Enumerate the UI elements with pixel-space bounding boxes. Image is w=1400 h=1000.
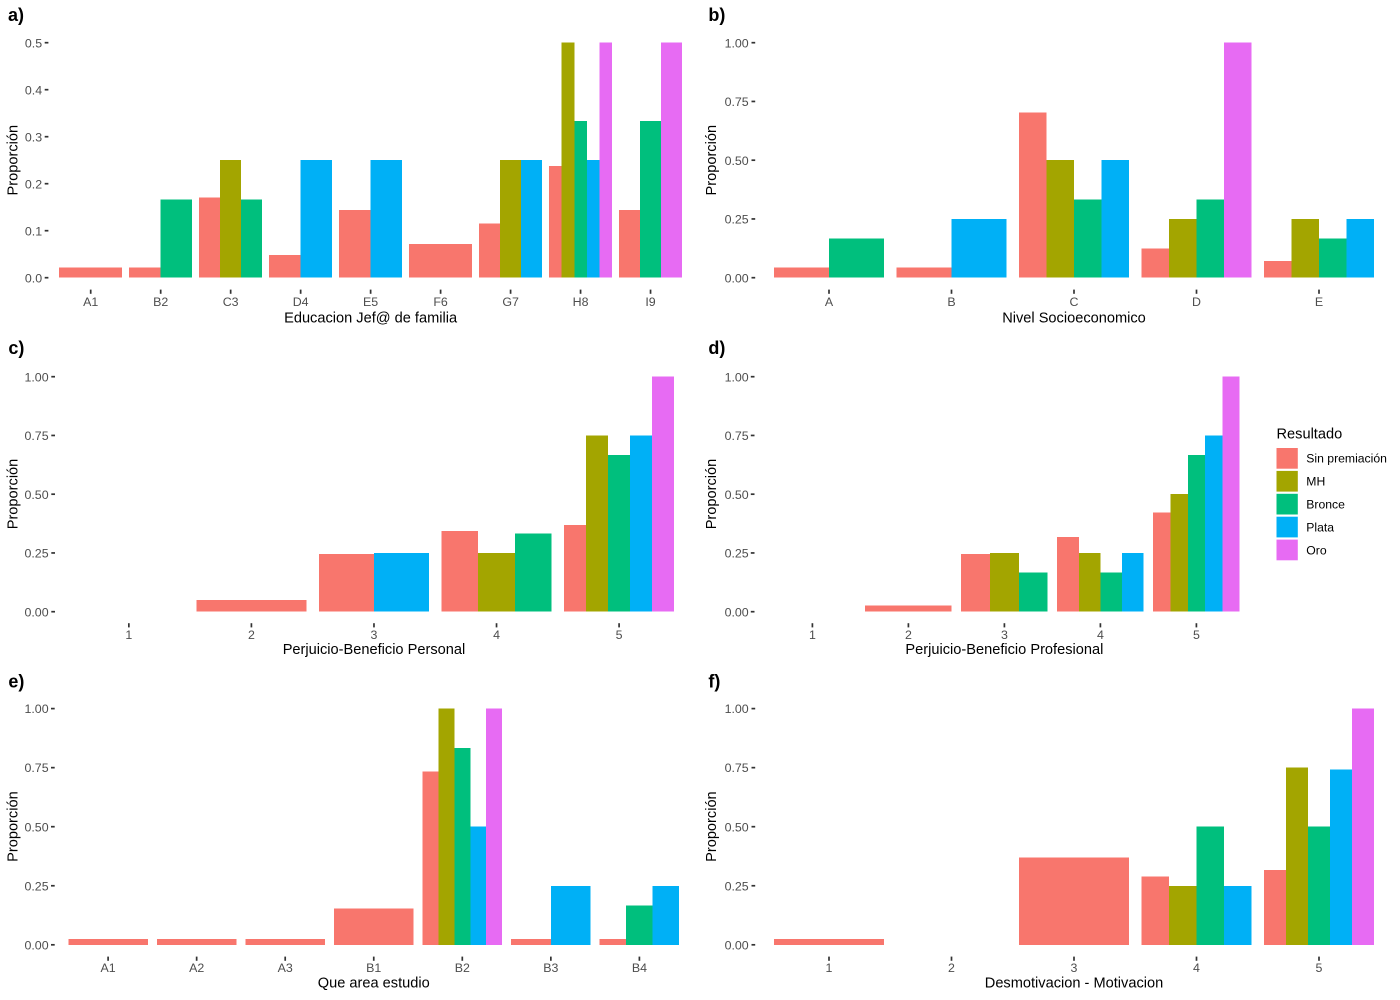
svg-text:Educacion Jef@ de familia: Educacion Jef@ de familia <box>284 310 458 326</box>
svg-text:E: E <box>1315 295 1323 309</box>
svg-text:0.50: 0.50 <box>24 488 48 502</box>
svg-text:B4: B4 <box>632 961 647 975</box>
svg-text:Proporción: Proporción <box>704 459 720 530</box>
svg-text:2: 2 <box>905 628 912 642</box>
svg-text:1: 1 <box>809 628 816 642</box>
svg-text:Proporción: Proporción <box>6 459 22 530</box>
svg-text:a): a) <box>8 5 24 25</box>
svg-text:Proporción: Proporción <box>704 791 720 862</box>
svg-text:A1: A1 <box>101 961 116 975</box>
svg-text:0.75: 0.75 <box>725 761 749 775</box>
svg-text:0.75: 0.75 <box>725 95 749 109</box>
svg-text:0.3: 0.3 <box>25 130 42 144</box>
svg-text:0.50: 0.50 <box>725 154 749 168</box>
svg-text:0.75: 0.75 <box>24 761 48 775</box>
svg-text:0.00: 0.00 <box>24 938 48 952</box>
svg-text:1: 1 <box>125 628 132 642</box>
svg-text:1.00: 1.00 <box>24 702 48 716</box>
svg-text:Desmotivacion - Motivacion: Desmotivacion - Motivacion <box>985 976 1163 992</box>
svg-text:A2: A2 <box>189 961 204 975</box>
svg-text:0.25: 0.25 <box>24 879 48 893</box>
svg-text:D: D <box>1192 295 1201 309</box>
svg-text:0.50: 0.50 <box>725 820 749 834</box>
svg-text:0.25: 0.25 <box>725 213 749 227</box>
svg-text:2: 2 <box>248 628 255 642</box>
svg-text:b): b) <box>708 5 725 25</box>
svg-text:Proporción: Proporción <box>6 791 22 862</box>
svg-text:B2: B2 <box>455 961 470 975</box>
svg-text:F6: F6 <box>433 295 448 309</box>
svg-text:e): e) <box>8 672 24 692</box>
svg-text:1.00: 1.00 <box>725 702 749 716</box>
svg-text:4: 4 <box>493 628 500 642</box>
svg-text:Resultado: Resultado <box>1277 427 1343 443</box>
svg-text:A: A <box>825 295 834 309</box>
svg-text:Proporción: Proporción <box>6 125 22 196</box>
svg-text:2: 2 <box>948 961 955 975</box>
svg-text:B1: B1 <box>366 961 381 975</box>
svg-text:MH: MH <box>1306 475 1325 489</box>
svg-text:c): c) <box>8 338 24 358</box>
svg-text:3: 3 <box>1071 961 1078 975</box>
svg-text:0.75: 0.75 <box>24 429 48 443</box>
svg-text:5: 5 <box>616 628 623 642</box>
svg-text:1.00: 1.00 <box>725 370 749 384</box>
svg-text:0.25: 0.25 <box>725 879 749 893</box>
svg-text:0.50: 0.50 <box>725 488 749 502</box>
svg-text:Perjuicio-Beneficio Profesiona: Perjuicio-Beneficio Profesional <box>905 642 1103 658</box>
svg-text:3: 3 <box>371 628 378 642</box>
svg-text:H8: H8 <box>573 295 589 309</box>
svg-text:1: 1 <box>826 961 833 975</box>
svg-text:Bronce: Bronce <box>1306 497 1345 511</box>
svg-text:B2: B2 <box>153 295 168 309</box>
svg-text:D4: D4 <box>293 295 309 309</box>
svg-text:d): d) <box>708 338 725 358</box>
svg-text:0.25: 0.25 <box>725 547 749 561</box>
svg-text:C3: C3 <box>223 295 239 309</box>
svg-text:B: B <box>947 295 955 309</box>
svg-text:C: C <box>1070 295 1079 309</box>
svg-text:0.00: 0.00 <box>725 605 749 619</box>
svg-text:E5: E5 <box>363 295 378 309</box>
svg-text:A3: A3 <box>278 961 293 975</box>
svg-text:Que area estudio: Que area estudio <box>318 976 430 992</box>
svg-text:4: 4 <box>1193 961 1200 975</box>
svg-text:I9: I9 <box>645 295 655 309</box>
svg-text:0.00: 0.00 <box>725 271 749 285</box>
svg-text:G7: G7 <box>502 295 519 309</box>
svg-text:0.4: 0.4 <box>25 83 42 97</box>
svg-text:4: 4 <box>1097 628 1104 642</box>
svg-text:B3: B3 <box>543 961 558 975</box>
svg-text:0.75: 0.75 <box>725 429 749 443</box>
svg-text:Nivel Socioeconomico: Nivel Socioeconomico <box>1002 310 1146 326</box>
svg-text:Perjuicio-Beneficio Personal: Perjuicio-Beneficio Personal <box>283 642 466 658</box>
svg-text:Plata: Plata <box>1306 520 1334 534</box>
svg-text:f): f) <box>708 672 720 692</box>
svg-text:0.00: 0.00 <box>24 605 48 619</box>
svg-text:5: 5 <box>1316 961 1323 975</box>
svg-text:Proporción: Proporción <box>704 125 720 196</box>
svg-text:0.1: 0.1 <box>25 224 42 238</box>
svg-text:Sin premiación: Sin premiación <box>1306 452 1387 466</box>
svg-text:5: 5 <box>1193 628 1200 642</box>
svg-text:0.2: 0.2 <box>25 177 42 191</box>
svg-text:1.00: 1.00 <box>725 36 749 50</box>
svg-text:0.50: 0.50 <box>24 820 48 834</box>
svg-text:0.0: 0.0 <box>25 271 42 285</box>
svg-text:1.00: 1.00 <box>24 370 48 384</box>
svg-text:Oro: Oro <box>1306 543 1327 557</box>
svg-text:0.25: 0.25 <box>24 547 48 561</box>
svg-text:3: 3 <box>1001 628 1008 642</box>
svg-text:A1: A1 <box>83 295 98 309</box>
svg-text:0.00: 0.00 <box>725 938 749 952</box>
svg-text:0.5: 0.5 <box>25 36 42 50</box>
